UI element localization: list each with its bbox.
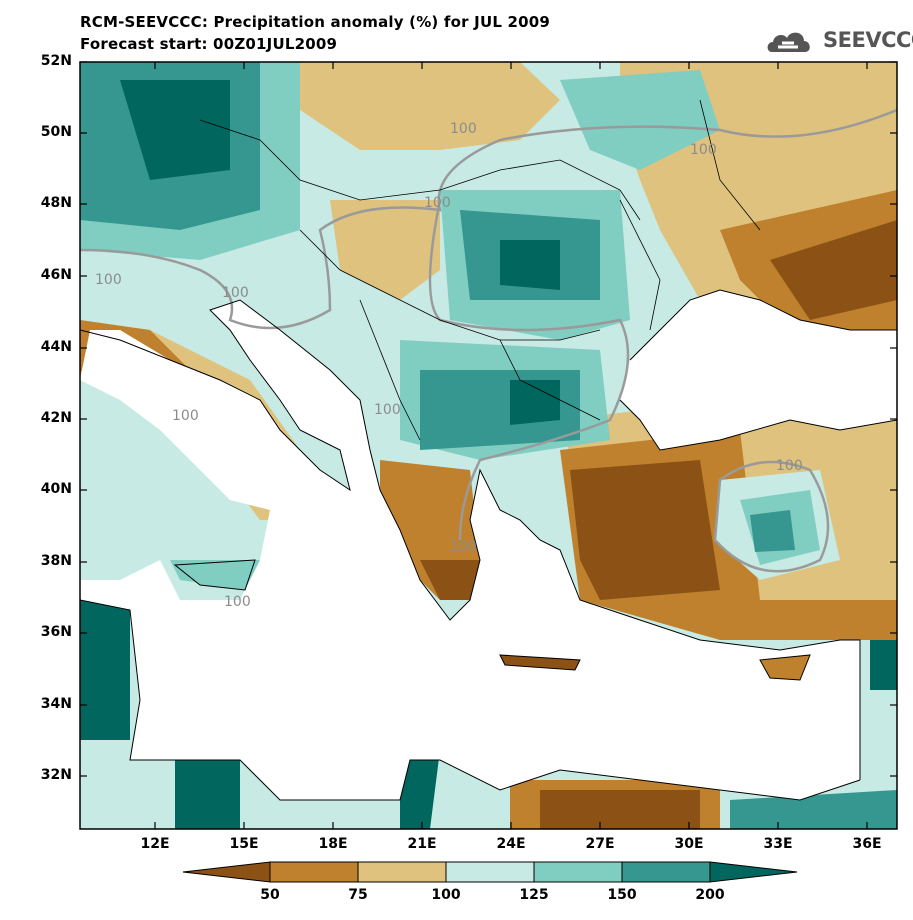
field-north-dry bbox=[300, 62, 560, 150]
lon-tick-label: 21E bbox=[407, 836, 437, 852]
contour-label: 100 bbox=[776, 458, 803, 474]
contour-label: 100 bbox=[374, 402, 401, 418]
coastline-black-sea bbox=[619, 289, 897, 451]
border-lines bbox=[199, 99, 761, 441]
colorbar-seg-gt200 bbox=[709, 861, 798, 883]
lon-tick-label: 36E bbox=[852, 836, 882, 852]
forecast-subtitle: Forecast start: 00Z01JUL2009 bbox=[80, 35, 338, 53]
coastline bbox=[80, 299, 861, 780]
contour-label: 100 bbox=[95, 272, 122, 288]
colorbar-seg-150-200 bbox=[621, 861, 711, 883]
lat-tick-label: 52N bbox=[40, 53, 72, 69]
lat-tick-label: 46N bbox=[40, 267, 72, 283]
colorbar-seg-100-125 bbox=[445, 861, 535, 883]
cloud-logo-icon bbox=[767, 32, 810, 52]
colorbar-seg-lt50 bbox=[182, 861, 271, 883]
island-sicily bbox=[173, 559, 256, 591]
island-cyprus bbox=[759, 654, 811, 681]
field-n-africa-dark bbox=[540, 790, 700, 829]
contour-100-line2 bbox=[428, 199, 630, 541]
colorbar-label: 100 bbox=[431, 887, 461, 903]
lat-tick-label: 44N bbox=[40, 339, 72, 355]
contour-label: 100 bbox=[222, 285, 249, 301]
contour-label: 100 bbox=[224, 594, 251, 610]
field-ukraine-wet bbox=[560, 70, 720, 170]
colorbar-label: 200 bbox=[695, 887, 725, 903]
axis-ticks bbox=[80, 61, 897, 829]
sea-adriatic-mediterranean bbox=[80, 300, 860, 800]
field-tunisia-wet bbox=[80, 590, 130, 740]
colorbar-label: 75 bbox=[348, 887, 368, 903]
lon-tick-label: 15E bbox=[229, 836, 259, 852]
contour-label: 100 bbox=[690, 142, 717, 158]
lat-tick-label: 42N bbox=[40, 410, 72, 426]
map-frame bbox=[79, 61, 898, 830]
coastline-africa bbox=[80, 599, 861, 801]
lat-tick-label: 38N bbox=[40, 553, 72, 569]
colorbar-label: 150 bbox=[607, 887, 637, 903]
contour-label: 100 bbox=[424, 195, 451, 211]
colorbar bbox=[182, 861, 798, 883]
colorbar-seg-50-75 bbox=[269, 861, 359, 883]
logo-text: SEEVCCC bbox=[823, 28, 913, 52]
field-crimea-dark bbox=[770, 220, 897, 320]
contour-label: 100 bbox=[172, 408, 199, 424]
field-libya-wet bbox=[175, 750, 240, 829]
contour-100-line3 bbox=[713, 460, 830, 573]
lat-tick-label: 36N bbox=[40, 624, 72, 640]
field-hungary-dry bbox=[330, 200, 440, 300]
lat-tick-label: 48N bbox=[40, 195, 72, 211]
field-levant-wet bbox=[870, 640, 897, 690]
colorbar-label: 50 bbox=[260, 887, 280, 903]
field-bulgaria-wet3 bbox=[510, 380, 560, 425]
lon-tick-label: 18E bbox=[318, 836, 348, 852]
field-turkey-dark bbox=[570, 460, 720, 600]
field-turkey-wet3 bbox=[750, 510, 795, 552]
contour-label: 100 bbox=[450, 121, 477, 137]
contour-100-line bbox=[80, 108, 897, 330]
lon-tick-label: 33E bbox=[763, 836, 793, 852]
field-egypt-wet bbox=[730, 790, 897, 829]
colorbar-label: 125 bbox=[519, 887, 549, 903]
sea-black bbox=[620, 290, 897, 450]
island-crete bbox=[499, 654, 581, 671]
map-title: RCM-SEEVCCC: Precipitation anomaly (%) f… bbox=[80, 13, 551, 31]
lat-tick-label: 34N bbox=[40, 696, 72, 712]
lon-tick-label: 30E bbox=[674, 836, 704, 852]
colorbar-seg-125-150 bbox=[533, 861, 623, 883]
lat-tick-label: 32N bbox=[40, 767, 72, 783]
lat-tick-label: 50N bbox=[40, 124, 72, 140]
contour-label: 100 bbox=[450, 539, 477, 555]
lon-tick-label: 27E bbox=[585, 836, 615, 852]
colorbar-seg-75-100 bbox=[357, 861, 447, 883]
field-romania-wet3 bbox=[500, 240, 560, 290]
lon-tick-label: 12E bbox=[140, 836, 170, 852]
lon-tick-label: 24E bbox=[496, 836, 526, 852]
field-libya-wet2 bbox=[400, 750, 440, 829]
field-germany-wet3 bbox=[120, 80, 230, 180]
lat-tick-label: 40N bbox=[40, 481, 72, 497]
field-greece-dark bbox=[420, 560, 480, 600]
